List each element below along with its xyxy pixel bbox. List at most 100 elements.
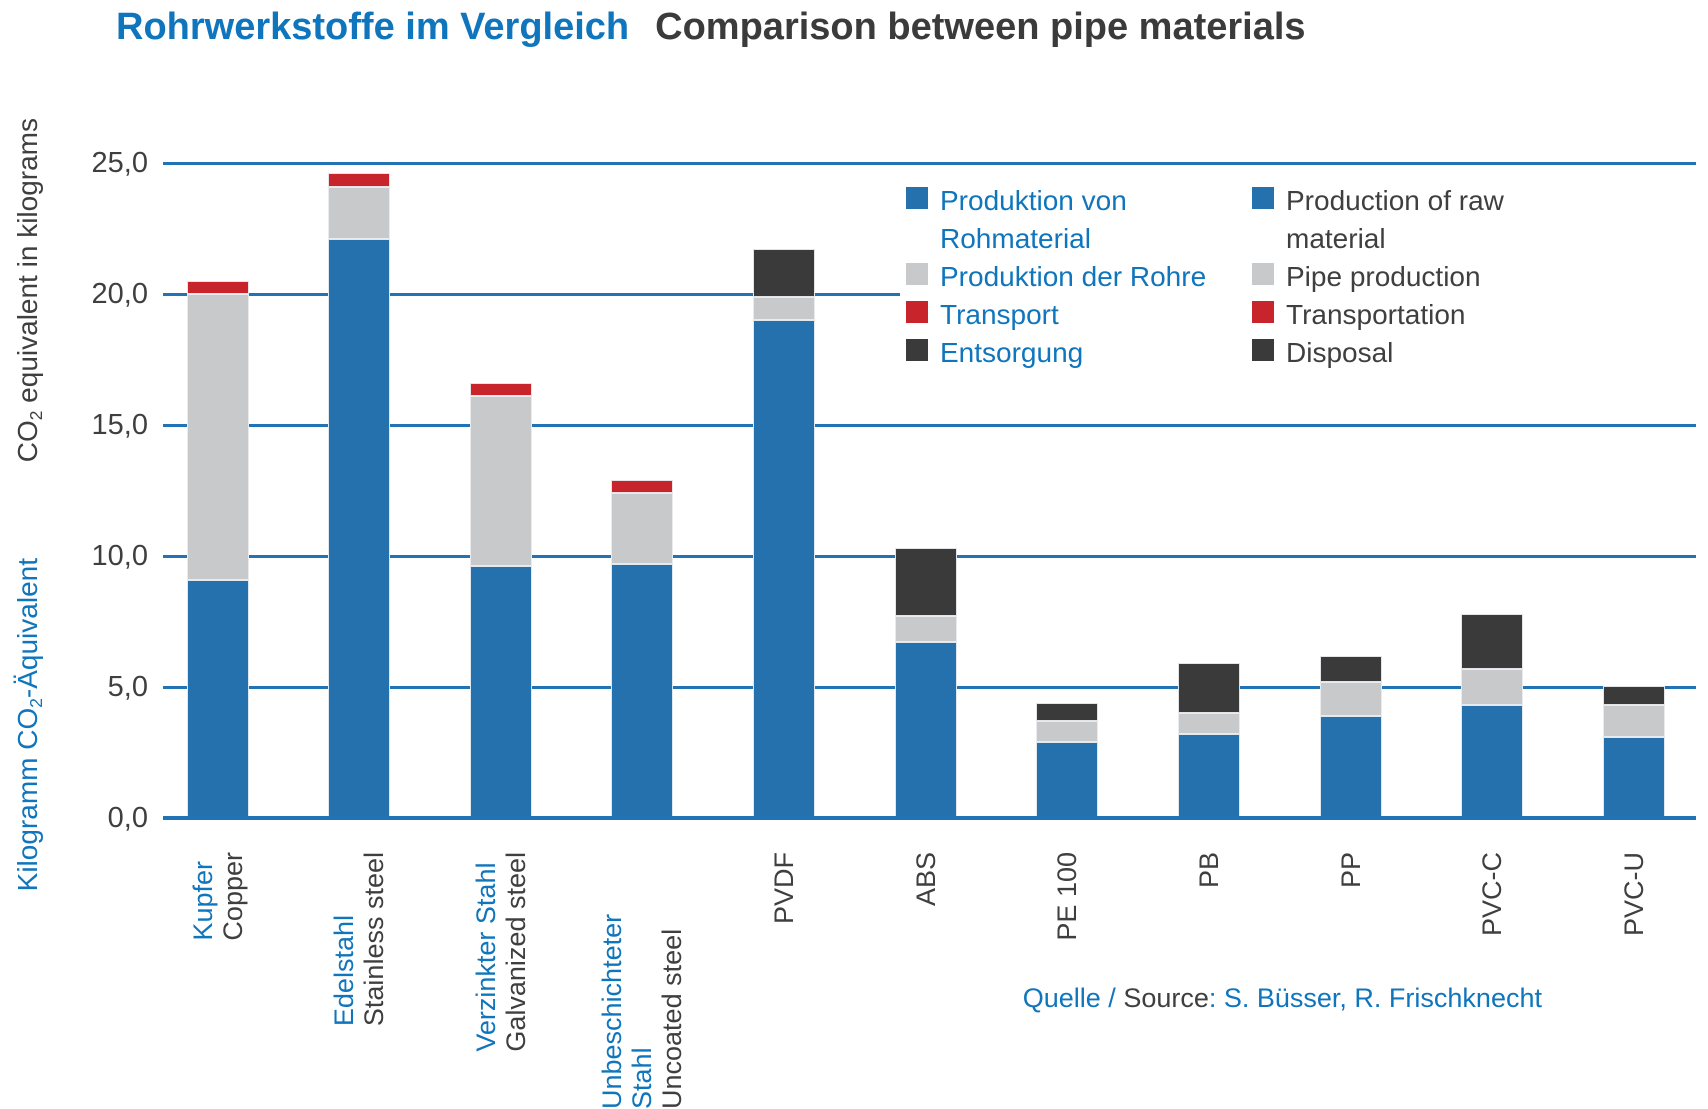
x-label-edelstahl: Edelstahl Stainless steel	[329, 852, 389, 1026]
y-tick-label: 20,0	[91, 278, 148, 310]
x-label-german: Kupfer	[187, 861, 218, 941]
legend-swatch-transport-icon	[1252, 301, 1274, 323]
bar-segment-unbeschichteter-stahl-pipe	[611, 493, 674, 564]
x-label-pvc-u: PVC-U	[1619, 852, 1649, 936]
bar-segment-kupfer-raw	[186, 579, 249, 818]
x-label-pp: PP	[1336, 852, 1366, 888]
x-label-english: PVC-C	[1477, 852, 1508, 937]
bar-segment-pb-disposal	[1178, 663, 1241, 714]
legend-item-de-pipe: Produktion der Rohre	[940, 258, 1206, 296]
source-authors: : S. Büsser, R. Frischknecht	[1208, 983, 1542, 1013]
bar-segment-pvc-u-disposal	[1603, 685, 1665, 706]
legend-item-label: Produktion von	[940, 185, 1127, 216]
x-label-english: PVC-U	[1619, 852, 1649, 937]
bar-segment-edelstahl-raw	[328, 238, 391, 818]
y-tick-label: 0,0	[107, 802, 148, 834]
legend-swatch-transport-icon	[906, 301, 928, 323]
x-label-english: Galvanized steel	[500, 852, 531, 1052]
bar-segment-unbeschichteter-stahl-transport	[611, 480, 674, 494]
bar-segment-verzinkter-stahl-transport	[469, 383, 532, 397]
y-tick-label: 25,0	[91, 147, 148, 179]
bar-segment-pb-raw	[1178, 734, 1241, 818]
x-label-pb: PB	[1194, 852, 1224, 888]
legend-item-label: Entsorgung	[940, 337, 1084, 368]
source-label-english: Source	[1123, 983, 1209, 1013]
legend-swatch-pipe-icon	[906, 263, 928, 285]
x-axis-baseline	[163, 816, 1696, 820]
legend-item-en-pipe: Pipe production	[1286, 258, 1481, 296]
y-axis-label-de-pre: Kilogramm CO	[12, 707, 43, 892]
legend-swatch-disposal-icon	[906, 339, 928, 361]
legend-swatch-raw-icon	[906, 187, 928, 209]
x-label-english: PE 100	[1052, 852, 1083, 941]
x-label-english: Uncoated steel	[657, 928, 688, 1109]
legend-swatch-raw-icon	[1252, 187, 1274, 209]
x-label-abs: ABS	[911, 852, 941, 906]
bar-segment-edelstahl-pipe	[328, 186, 391, 239]
gridline-25	[163, 162, 1696, 165]
legend-item-label: Transport	[940, 299, 1059, 330]
bar-segment-pp-pipe	[1319, 681, 1382, 716]
x-label-english: Stainless steel	[359, 852, 390, 1027]
legend-item-de-transport: Transport	[940, 296, 1059, 334]
bar-segment-unbeschichteter-stahl-raw	[611, 563, 674, 818]
bar-segment-pvdf-disposal	[753, 249, 816, 297]
y-axis-label-german: Kilogramm CO2-Äquivalent	[12, 558, 47, 891]
legend-item-label: Transportation	[1286, 299, 1466, 330]
x-label-german: Edelstahl	[329, 915, 360, 1027]
bar-segment-pvc-u-raw	[1603, 736, 1665, 818]
x-label-english: Copper	[217, 852, 248, 941]
x-label-english: PVDF	[769, 852, 800, 925]
bar-segment-abs-disposal	[894, 548, 957, 617]
bar-segment-pvc-c-disposal	[1461, 613, 1524, 669]
x-label-english: PP	[1335, 852, 1366, 889]
bar-segment-pvdf-pipe	[753, 296, 816, 321]
x-label-english: PB	[1194, 852, 1225, 889]
x-label-english: ABS	[910, 852, 941, 907]
bar-segment-pp-raw	[1319, 715, 1382, 818]
legend-item-label: material	[1286, 223, 1386, 254]
y-tick-label: 10,0	[91, 540, 148, 572]
x-label-german: Verzinkter Stahl	[470, 862, 501, 1052]
legend-item-de-raw: Produktion von Rohmaterial	[940, 182, 1127, 258]
y-axis-label-en-post: equivalent in kilograms	[12, 118, 43, 411]
legend-item-en-disposal: Disposal	[1286, 334, 1393, 372]
source-note: Quelle / Source: S. Büsser, R. Frischkne…	[1023, 983, 1542, 1014]
bar-segment-abs-pipe	[894, 616, 957, 643]
x-label-unbeschichteter-stahl: Unbeschichteter Stahl Uncoated steel	[597, 852, 687, 1109]
x-label-pe-100: PE 100	[1052, 852, 1082, 941]
x-label-kupfer: Kupfer Copper	[188, 852, 248, 941]
legend-item-label: Production of raw	[1286, 185, 1504, 216]
y-axis-label-en-pre: CO	[12, 420, 43, 463]
bar-segment-verzinkter-stahl-pipe	[469, 396, 532, 567]
bar-segment-pvc-u-pipe	[1603, 705, 1665, 737]
y-tick-label: 15,0	[91, 409, 148, 441]
y-tick-label: 5,0	[107, 671, 148, 703]
gridline-15	[163, 424, 1696, 427]
source-label-german: Quelle /	[1022, 983, 1124, 1013]
bar-segment-pvdf-raw	[753, 320, 816, 818]
legend-item-en-raw: Production of raw material	[1286, 182, 1504, 258]
x-label-german: Unbeschichteter Stahl	[597, 913, 658, 1109]
page-title-german: Rohrwerkstoffe im Vergleich	[116, 6, 630, 48]
legend-item-en-transport: Transportation	[1286, 296, 1466, 334]
legend-swatch-pipe-icon	[1252, 263, 1274, 285]
legend-item-label: Pipe production	[1286, 261, 1481, 292]
x-label-pvc-c: PVC-C	[1477, 852, 1507, 936]
page-title-english: Comparison between pipe materials	[655, 6, 1306, 48]
bar-segment-pe-100-disposal	[1036, 702, 1099, 722]
bar-segment-pe-100-raw	[1036, 742, 1099, 818]
bar-segment-pe-100-pipe	[1036, 721, 1099, 742]
legend: Produktion von Rohmaterial Produktion der …	[900, 170, 1700, 375]
bar-segment-pp-disposal	[1319, 655, 1382, 682]
legend-item-de-disposal: Entsorgung	[940, 334, 1083, 372]
bar-segment-kupfer-transport	[186, 280, 249, 294]
bar-segment-edelstahl-transport	[328, 173, 391, 187]
y-axis-label-de-post: -Äquivalent	[12, 558, 43, 699]
x-label-verzinkter-stahl: Verzinkter Stahl Galvanized steel	[471, 852, 531, 1052]
bar-segment-pvc-c-raw	[1461, 705, 1524, 818]
legend-swatch-disposal-icon	[1252, 339, 1274, 361]
x-label-pvdf: PVDF	[769, 852, 799, 924]
bar-segment-verzinkter-stahl-raw	[469, 566, 532, 818]
